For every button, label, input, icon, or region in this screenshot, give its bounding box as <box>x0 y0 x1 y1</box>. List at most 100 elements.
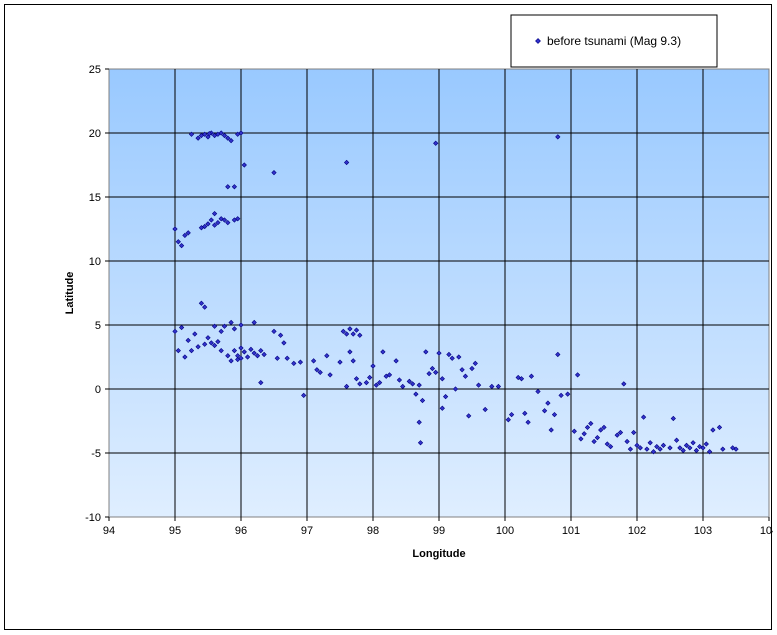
data-point <box>660 442 667 448</box>
data-point <box>409 381 416 387</box>
x-tick-label: 103 <box>694 525 712 537</box>
data-point <box>218 130 224 136</box>
data-point <box>687 445 693 451</box>
y-tick-label: 20 <box>89 128 101 140</box>
data-point <box>231 326 238 332</box>
data-point <box>178 243 185 249</box>
data-point <box>657 446 663 452</box>
legend: before tsunami (Mag 9.3) <box>510 14 718 68</box>
data-point <box>442 394 449 400</box>
legend-marker-diamond <box>535 38 541 44</box>
data-point <box>205 221 211 227</box>
data-point <box>188 131 195 137</box>
data-point <box>202 304 208 310</box>
data-point <box>426 371 432 377</box>
y-tick-label: 0 <box>95 384 101 396</box>
data-point <box>472 360 478 367</box>
y-tick-label: -10 <box>85 512 101 524</box>
data-point <box>647 440 653 446</box>
data-point <box>350 331 356 337</box>
data-point <box>489 383 495 390</box>
legend-box <box>510 14 718 68</box>
data-point <box>271 328 277 335</box>
data-point <box>343 383 350 390</box>
data-point <box>548 427 554 433</box>
y-tick-label: 15 <box>89 192 101 204</box>
data-point <box>716 424 723 431</box>
data-point <box>208 217 214 223</box>
data-point <box>650 449 657 455</box>
data-point <box>466 413 472 419</box>
data-point <box>347 349 353 355</box>
data-point <box>281 340 287 346</box>
data-point <box>347 326 353 332</box>
data-point <box>528 373 535 379</box>
data-point <box>571 428 577 434</box>
data-point <box>703 441 709 447</box>
data-point <box>518 376 525 382</box>
data-point <box>452 386 459 392</box>
y-axis-title: Latitude <box>64 272 76 315</box>
data-point <box>175 347 181 354</box>
data-point <box>258 347 264 354</box>
chart-frame: 94 95 96 97 98 99 100 101 102 103 104 -10 -5 0 5 10 15 2… <box>4 4 773 630</box>
data-point <box>462 373 469 379</box>
data-point <box>221 217 228 223</box>
data-point <box>436 350 442 356</box>
data-point <box>238 345 244 351</box>
data-point <box>505 417 511 423</box>
data-point <box>690 440 696 446</box>
data-point <box>202 341 208 347</box>
data-point <box>475 382 482 388</box>
data-point <box>667 445 673 451</box>
data-point <box>545 400 551 406</box>
data-point <box>541 408 548 414</box>
data-point <box>343 331 350 337</box>
data-point <box>228 138 234 144</box>
x-tick-label: 99 <box>433 525 445 537</box>
data-point <box>211 342 218 349</box>
data-point <box>238 355 244 361</box>
data-point <box>175 239 181 245</box>
data-point <box>584 424 591 431</box>
data-point <box>419 397 426 404</box>
data-point <box>627 446 634 452</box>
data-point <box>439 376 445 382</box>
data-point <box>594 435 601 441</box>
y-tick-label: 25 <box>89 64 101 76</box>
data-point <box>393 358 399 364</box>
data-point <box>449 355 455 361</box>
x-tick-label: 94 <box>103 525 115 537</box>
x-tick-label: 101 <box>562 525 580 537</box>
data-point <box>277 332 284 338</box>
data-point <box>225 353 231 359</box>
data-point <box>225 219 231 226</box>
data-point <box>340 328 346 335</box>
data-point <box>525 419 531 425</box>
data-point <box>634 442 640 448</box>
data-point <box>324 353 330 359</box>
data-point <box>353 376 360 382</box>
data-point <box>317 369 323 375</box>
data-point <box>357 381 363 387</box>
data-point <box>482 406 488 413</box>
data-point <box>241 349 247 355</box>
data-point <box>373 382 379 388</box>
data-point <box>363 379 370 386</box>
data-point <box>416 419 422 425</box>
data-point <box>215 339 221 345</box>
data-point <box>228 319 234 326</box>
data-point <box>221 132 228 139</box>
data-points <box>172 130 739 455</box>
data-point <box>376 379 383 386</box>
data-point <box>284 355 290 361</box>
data-point <box>172 226 178 232</box>
data-point <box>238 322 244 328</box>
x-tick-label: 97 <box>301 525 313 537</box>
data-point <box>720 446 726 452</box>
data-point <box>446 351 452 358</box>
x-axis-ticks: 94 95 96 97 98 99 100 101 102 103 104 <box>103 517 773 537</box>
data-point <box>195 344 201 350</box>
data-point <box>535 388 541 395</box>
data-point <box>211 222 218 228</box>
